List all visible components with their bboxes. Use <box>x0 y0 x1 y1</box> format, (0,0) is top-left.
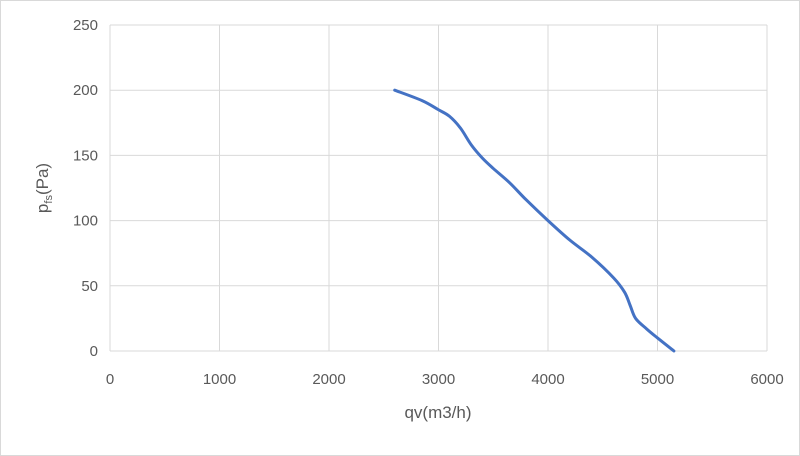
y-axis-title-main: p <box>33 204 52 213</box>
series-group <box>393 88 676 353</box>
x-tick-label: 1000 <box>203 371 236 388</box>
x-tick-label: 3000 <box>422 371 455 388</box>
y-axis-title: pfs(Pa) <box>33 163 55 213</box>
x-tick-labels: 0 1000 2000 3000 4000 5000 6000 <box>106 371 784 388</box>
x-tick-label: 5000 <box>641 371 674 388</box>
y-tick-label: 0 <box>90 343 98 360</box>
x-axis-title: qv(m3/h) <box>404 403 471 422</box>
x-tick-label: 2000 <box>312 371 345 388</box>
gridlines <box>109 24 768 352</box>
y-tick-label: 200 <box>73 82 98 99</box>
y-tick-label: 150 <box>73 147 98 164</box>
y-axis-title-sub: fs <box>43 195 55 204</box>
x-tick-label: 6000 <box>750 371 783 388</box>
y-axis-title-unit: (Pa) <box>33 163 52 195</box>
x-tick-label: 0 <box>106 371 114 388</box>
x-tick-label: 4000 <box>531 371 564 388</box>
series-line <box>393 88 676 353</box>
y-tick-labels: 0 50 100 150 200 250 <box>73 17 98 360</box>
y-tick-label: 100 <box>73 213 98 230</box>
y-tick-label: 50 <box>81 278 98 295</box>
y-tick-label: 250 <box>73 17 98 34</box>
